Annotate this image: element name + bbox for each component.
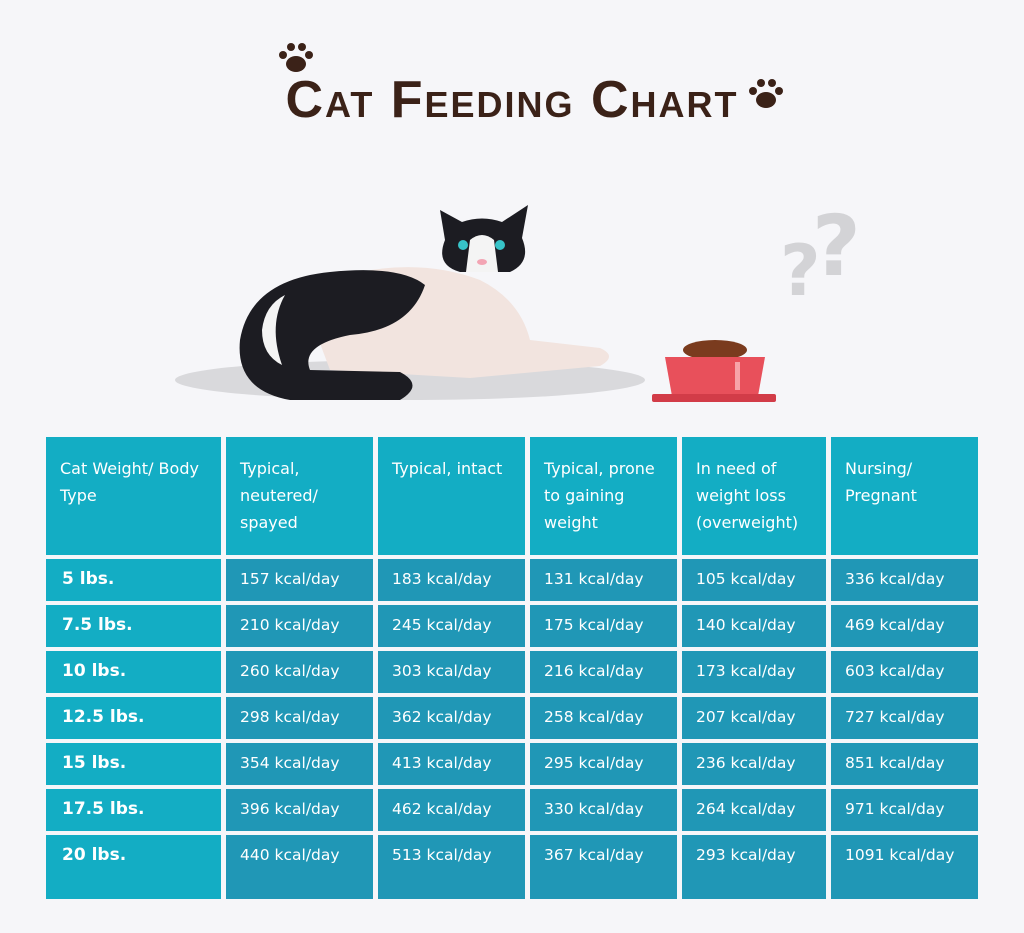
table-cell: 469 kcal/day: [831, 605, 978, 647]
table-cell: 603 kcal/day: [831, 651, 978, 693]
column-header: Nursing/ Pregnant: [831, 437, 978, 555]
row-header: 17.5 lbs.: [46, 789, 221, 831]
table-cell: 851 kcal/day: [831, 743, 978, 785]
illustration: ? ?: [175, 43, 861, 402]
table-cell: 105 kcal/day: [682, 559, 826, 601]
column-header: Cat Weight/ Body Type: [46, 437, 221, 555]
table-cell: 440 kcal/day: [226, 835, 373, 899]
table-cell: 971 kcal/day: [831, 789, 978, 831]
table-cell: 462 kcal/day: [378, 789, 525, 831]
table-cell: 140 kcal/day: [682, 605, 826, 647]
table-cell: 258 kcal/day: [530, 697, 677, 739]
table-cell: 513 kcal/day: [378, 835, 525, 899]
table-cell: 216 kcal/day: [530, 651, 677, 693]
table-cell: 295 kcal/day: [530, 743, 677, 785]
table-cell: 245 kcal/day: [378, 605, 525, 647]
row-header: 15 lbs.: [46, 743, 221, 785]
paw-left: [279, 43, 313, 72]
row-header: 5 lbs.: [46, 559, 221, 601]
table-cell: 260 kcal/day: [226, 651, 373, 693]
column-header: In need of weight loss (overweight): [682, 437, 826, 555]
table-cell: 367 kcal/day: [530, 835, 677, 899]
row-header: 20 lbs.: [46, 835, 221, 899]
paw-right: [749, 79, 783, 108]
table-cell: 264 kcal/day: [682, 789, 826, 831]
table-cell: 298 kcal/day: [226, 697, 373, 739]
table-cell: 293 kcal/day: [682, 835, 826, 899]
table-cell: 727 kcal/day: [831, 697, 978, 739]
column-header: Typical, intact: [378, 437, 525, 555]
question-mark: ?: [812, 197, 861, 295]
table-cell: 330 kcal/day: [530, 789, 677, 831]
cat: [239, 205, 609, 400]
row-header: 10 lbs.: [46, 651, 221, 693]
table-cell: 413 kcal/day: [378, 743, 525, 785]
table-cell: 336 kcal/day: [831, 559, 978, 601]
table-cell: 236 kcal/day: [682, 743, 826, 785]
table-cell: 131 kcal/day: [530, 559, 677, 601]
table-cell: 1091 kcal/day: [831, 835, 978, 899]
table-cell: 207 kcal/day: [682, 697, 826, 739]
table-cell: 303 kcal/day: [378, 651, 525, 693]
question-mark: ?: [780, 230, 821, 312]
bowl: [652, 340, 776, 402]
table-cell: 354 kcal/day: [226, 743, 373, 785]
table-cell: 183 kcal/day: [378, 559, 525, 601]
row-header: 12.5 lbs.: [46, 697, 221, 739]
table-cell: 173 kcal/day: [682, 651, 826, 693]
title: Cat Feeding Chart: [285, 71, 739, 129]
column-header: Typical, prone to gaining weight: [530, 437, 677, 555]
table-cell: 396 kcal/day: [226, 789, 373, 831]
table-cell: 210 kcal/day: [226, 605, 373, 647]
row-header: 7.5 lbs.: [46, 605, 221, 647]
table-cell: 175 kcal/day: [530, 605, 677, 647]
table-cell: 362 kcal/day: [378, 697, 525, 739]
feeding-table: Cat Weight/ Body Type Typical, neutered/ …: [46, 437, 978, 899]
table-cell: 157 kcal/day: [226, 559, 373, 601]
column-header: Typical, neutered/ spayed: [226, 437, 373, 555]
